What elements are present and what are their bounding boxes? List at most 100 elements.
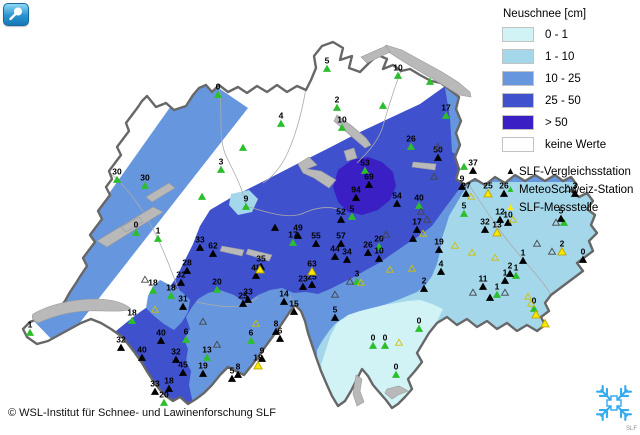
station-value-label: 48 — [251, 263, 261, 273]
station-value-label: 1 — [28, 320, 33, 330]
station-value-label: 2 — [422, 276, 427, 286]
station-marker-slf — [330, 252, 340, 260]
station-value-label: 17 — [288, 230, 298, 240]
station-marker-slf — [570, 189, 580, 197]
station-marker-mess — [483, 188, 493, 198]
station-marker-mess — [255, 264, 265, 274]
station-marker-slf — [251, 271, 261, 279]
station-marker-slf — [374, 254, 384, 262]
legend-class-row: > 50 — [502, 115, 638, 130]
station-marker-slf — [342, 255, 352, 263]
station-marker-slf — [279, 297, 289, 305]
station-value-label: 13 — [202, 345, 212, 355]
station-marker-meteo — [148, 286, 158, 294]
legend-swatch — [502, 137, 534, 152]
station-marker-slf — [363, 248, 373, 256]
station-value-label: 26 — [499, 181, 509, 191]
station-marker-slf — [351, 193, 361, 201]
station-marker-slf — [480, 225, 490, 233]
station-marker-mess-o — [466, 192, 476, 200]
legend-station-row: ▲ SLF-Messstelle — [502, 201, 638, 215]
station-marker-meteo — [202, 353, 212, 361]
station-marker-meteo — [459, 162, 469, 170]
station-marker-meteo — [414, 324, 424, 332]
station-value-label: 3 — [573, 181, 578, 191]
station-marker-mess-o — [356, 278, 366, 286]
station-value-label: 40 — [156, 328, 166, 338]
station-marker-slf-o — [429, 172, 439, 180]
station-marker-meteo — [131, 228, 141, 236]
station-marker-slf-o — [345, 277, 355, 285]
station-value-label: 9 — [260, 346, 265, 356]
station-value-label: 32 — [480, 217, 490, 227]
station-marker-slf — [150, 387, 160, 395]
station-marker-slf — [505, 269, 515, 277]
legend-class-label: 25 - 50 — [545, 94, 581, 107]
station-value-label: 23 — [298, 274, 308, 284]
station-value-label: 8 — [274, 319, 279, 329]
station-marker-slf-o — [198, 317, 208, 325]
station-marker-slf-o — [551, 218, 561, 226]
station-marker-slf — [518, 256, 528, 264]
swiss-cross-icon — [606, 395, 622, 411]
station-value-label: 18 — [166, 283, 176, 293]
station-value-label: 4 — [279, 111, 284, 121]
station-marker-slf — [293, 231, 303, 239]
station-marker-slf — [434, 245, 444, 253]
station-marker-slf — [116, 343, 126, 351]
station-marker-meteo — [441, 111, 451, 119]
station-value-label: 18 — [127, 308, 137, 318]
station-value-label: 5 — [462, 201, 467, 211]
station-marker-mess — [492, 227, 502, 237]
lake-murten — [120, 216, 144, 233]
station-value-label: 20 — [159, 390, 169, 400]
zoom-button[interactable] — [3, 3, 29, 26]
station-marker-slf — [461, 189, 471, 197]
station-marker-slf — [198, 369, 208, 377]
station-marker-meteo — [288, 238, 298, 246]
station-value-label: 45 — [178, 360, 188, 370]
station-triangle-icon: ▲ — [505, 202, 516, 213]
station-value-label: 5 — [325, 56, 330, 66]
station-marker-meteo — [246, 336, 256, 344]
station-marker-mess-o — [490, 253, 500, 261]
station-marker-slf — [336, 215, 346, 223]
station-value-label: 37 — [468, 158, 478, 168]
station-value-label: 25 — [238, 291, 248, 301]
station-marker-slf — [164, 384, 174, 392]
station-marker-meteo — [406, 142, 416, 150]
station-value-label: 26 — [363, 240, 373, 250]
station-marker-meteo — [216, 165, 226, 173]
station-marker-meteo — [425, 77, 435, 85]
region-10-25-wedge — [146, 280, 190, 330]
legend-class-row: keine Werte — [502, 137, 638, 152]
station-value-label: 5 — [350, 204, 355, 214]
station-marker-slf — [289, 307, 299, 315]
lake-lucerne — [297, 156, 337, 189]
station-value-label: 32 — [116, 335, 126, 345]
station-marker-meteo — [166, 291, 176, 299]
station-marker-meteo — [347, 212, 357, 220]
station-value-label: 20 — [212, 277, 222, 287]
station-marker-meteo — [127, 316, 137, 324]
station-marker-meteo — [197, 192, 207, 200]
station-value-label: 33 — [195, 235, 205, 245]
station-value-label: 40 — [137, 345, 147, 355]
station-triangle-icon: ▲ — [505, 166, 516, 177]
station-marker-meteo — [181, 335, 191, 343]
station-marker-meteo — [332, 103, 342, 111]
station-value-label: 49 — [293, 223, 303, 233]
station-marker-slf — [419, 284, 429, 292]
station-marker-slf — [412, 225, 422, 233]
legend-class-label: 0 - 1 — [545, 28, 569, 41]
station-value-label: 69 — [364, 172, 374, 182]
station-marker-slf — [227, 374, 237, 382]
station-value-label: 53 — [360, 158, 370, 168]
legend-class-row: 10 - 25 — [502, 71, 638, 86]
station-value-label: 44 — [330, 244, 340, 254]
lake-lugano — [384, 385, 409, 400]
station-marker-meteo — [378, 101, 388, 109]
station-value-label: 13 — [492, 220, 502, 230]
